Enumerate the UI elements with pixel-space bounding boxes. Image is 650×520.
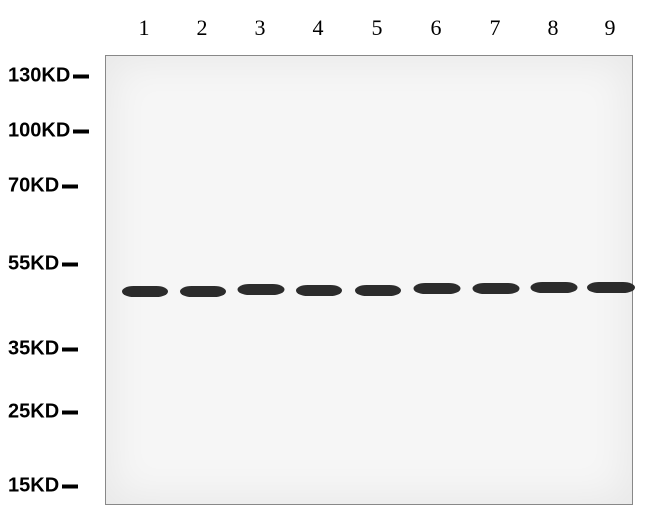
band-lane-1 bbox=[122, 286, 168, 297]
marker-label-text: 130KD bbox=[8, 65, 70, 88]
marker-130KD: 130KD bbox=[8, 65, 103, 88]
band-row bbox=[106, 284, 632, 298]
lane-label-5: 5 bbox=[372, 15, 383, 41]
lane-label-9: 9 bbox=[605, 15, 616, 41]
marker-35KD: 35KD bbox=[8, 338, 103, 361]
marker-label-text: 70KD bbox=[8, 175, 59, 198]
marker-label-text: 25KD bbox=[8, 401, 59, 424]
marker-tick bbox=[73, 74, 89, 78]
lane-label-8: 8 bbox=[548, 15, 559, 41]
marker-label-text: 100KD bbox=[8, 120, 70, 143]
marker-tick bbox=[62, 262, 78, 266]
band-lane-9 bbox=[587, 282, 635, 293]
marker-55KD: 55KD bbox=[8, 253, 103, 276]
band-lane-7 bbox=[473, 283, 520, 294]
lane-label-1: 1 bbox=[139, 15, 150, 41]
marker-ladder: 130KD 100KD 70KD 55KD 35KD 25KD 15KD bbox=[0, 55, 105, 505]
marker-100KD: 100KD bbox=[8, 120, 103, 143]
marker-label-text: 35KD bbox=[8, 338, 59, 361]
band-lane-3 bbox=[238, 284, 285, 295]
lane-labels-row: 1 2 3 4 5 6 7 8 9 bbox=[105, 15, 635, 55]
lane-label-6: 6 bbox=[431, 15, 442, 41]
marker-tick bbox=[62, 347, 78, 351]
band-lane-6 bbox=[414, 283, 461, 294]
lane-label-2: 2 bbox=[197, 15, 208, 41]
lane-label-4: 4 bbox=[313, 15, 324, 41]
band-lane-8 bbox=[531, 282, 578, 293]
marker-tick bbox=[62, 184, 78, 188]
marker-tick bbox=[62, 484, 78, 488]
marker-label-text: 15KD bbox=[8, 475, 59, 498]
band-lane-4 bbox=[296, 285, 342, 296]
marker-25KD: 25KD bbox=[8, 401, 103, 424]
lane-label-7: 7 bbox=[490, 15, 501, 41]
membrane-vignette bbox=[106, 56, 632, 504]
blot-membrane bbox=[105, 55, 633, 505]
marker-15KD: 15KD bbox=[8, 475, 103, 498]
blot-container: 1 2 3 4 5 6 7 8 9 bbox=[105, 15, 635, 505]
band-lane-2 bbox=[180, 286, 226, 297]
band-lane-5 bbox=[355, 285, 401, 296]
marker-tick bbox=[62, 410, 78, 414]
marker-label-text: 55KD bbox=[8, 253, 59, 276]
marker-tick bbox=[73, 129, 89, 133]
lane-label-3: 3 bbox=[255, 15, 266, 41]
marker-70KD: 70KD bbox=[8, 175, 103, 198]
